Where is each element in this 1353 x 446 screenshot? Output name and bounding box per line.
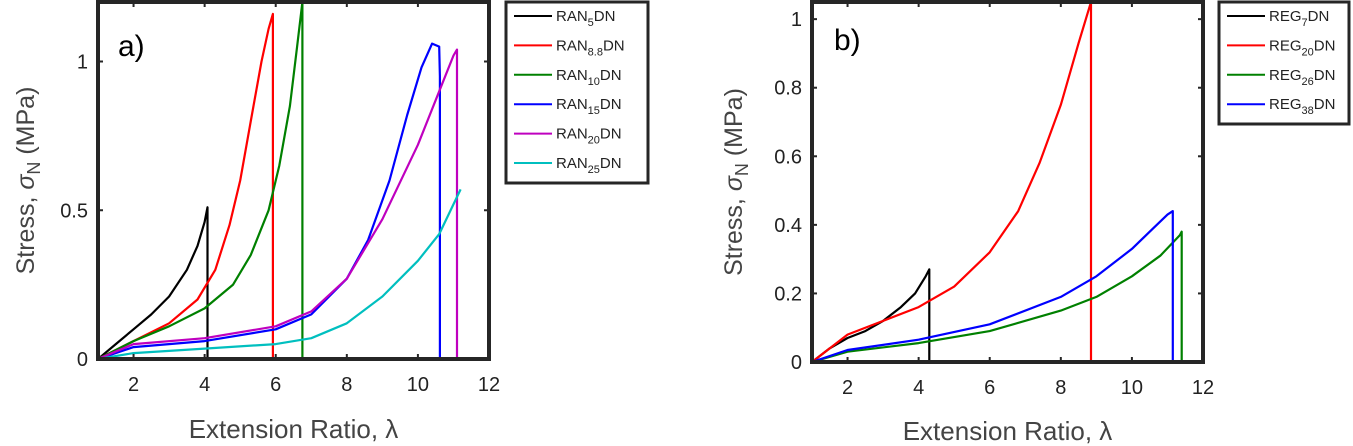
x-tick-label: 6 — [270, 374, 281, 396]
series-line-ran25dn — [98, 188, 462, 359]
x-tick-label: 4 — [913, 377, 924, 399]
x-tick-label: 2 — [128, 374, 139, 396]
legend-label: RAN10DN — [556, 67, 622, 88]
axes-frame — [96, 0, 491, 361]
legend-label: RAN20DN — [556, 126, 622, 147]
series-group — [98, 2, 462, 359]
legend-label: RAN5DN — [556, 8, 615, 29]
y-tick-label: 0.2 — [774, 283, 802, 305]
legend-label: REG20DN — [1269, 37, 1335, 58]
series-line-ran10dn — [98, 2, 304, 359]
legend-item: REG20DN — [1227, 37, 1335, 58]
x-tick-label: 10 — [1121, 377, 1143, 399]
series-group — [812, 2, 1183, 362]
legend: REG7DN REG20DN REG26DN REG38DN — [1217, 0, 1351, 126]
chart-b: 2 4 6 8 10 12 0 0.2 0.4 0.6 0.8 1 b) Extension Ratio,… — [720, 0, 1351, 446]
series-line-ran5dn — [98, 206, 209, 359]
x-axis-label: Extension Ratio, λ — [189, 414, 399, 444]
y-tick-label: 0 — [77, 349, 88, 371]
y-axis-label: Stress, σN (MPa) — [720, 88, 752, 276]
legend-item: RAN15DN — [514, 96, 622, 117]
legend-label: RAN15DN — [556, 96, 622, 117]
x-tick-label: 8 — [1055, 377, 1066, 399]
series-line-ran15dn — [98, 42, 441, 359]
x-tick-label: 12 — [478, 374, 500, 396]
legend-label: REG38DN — [1269, 96, 1335, 117]
series-line-ran20dn — [98, 48, 459, 359]
x-tick-label: 10 — [407, 374, 429, 396]
series-line-reg26dn — [812, 230, 1183, 362]
plot-area — [98, 2, 489, 359]
legend-item: RAN25DN — [514, 155, 622, 176]
x-tick-label: 12 — [1192, 377, 1214, 399]
legend-item: RAN20DN — [514, 126, 622, 147]
y-axis-label: Stress, σN (MPa) — [12, 87, 44, 275]
x-tick-label: 8 — [341, 374, 352, 396]
series-line-reg20dn — [812, 2, 1093, 362]
y-tick-label: 0.5 — [60, 200, 88, 222]
x-tick-label: 6 — [984, 377, 995, 399]
legend-item: RAN10DN — [514, 67, 622, 88]
x-tick-label: 4 — [199, 374, 210, 396]
legend-label: RAN8.8DN — [556, 37, 625, 58]
y-tick-label: 0.4 — [774, 215, 802, 237]
series-line-reg38dn — [812, 210, 1174, 362]
plot-area — [812, 2, 1203, 362]
legend-item: REG26DN — [1227, 67, 1335, 88]
x-tick-label: 2 — [842, 377, 853, 399]
y-tick-label: 1 — [791, 9, 802, 31]
y-tick-label: 0 — [791, 352, 802, 374]
chart-a: 2 4 6 8 10 12 0 0.5 1 a) Extension Ratio, λ Stress,… — [12, 0, 650, 444]
legend-item: REG38DN — [1227, 96, 1335, 117]
axes-frame — [810, 0, 1205, 364]
panel-label: b) — [834, 24, 861, 57]
legend: RAN5DN RAN8.8DN RAN10DN RAN15DN RAN20DN RAN25… — [504, 0, 650, 185]
legend-label: REG26DN — [1269, 67, 1335, 88]
legend-item: RAN8.8DN — [514, 37, 625, 58]
x-axis-label: Extension Ratio, λ — [903, 416, 1113, 446]
legend-label: RAN25DN — [556, 155, 622, 176]
y-tick-label: 0.8 — [774, 78, 802, 100]
y-tick-label: 0.6 — [774, 146, 802, 168]
legend-label: REG7DN — [1269, 8, 1329, 29]
y-tick-label: 1 — [77, 52, 88, 74]
legend-item: RAN5DN — [514, 8, 615, 29]
series-line-reg7dn — [812, 268, 931, 362]
legend-box — [504, 0, 650, 185]
panel-label: a) — [118, 30, 145, 63]
series-line-ran8-8dn — [98, 12, 274, 359]
legend-item: REG7DN — [1227, 8, 1329, 29]
